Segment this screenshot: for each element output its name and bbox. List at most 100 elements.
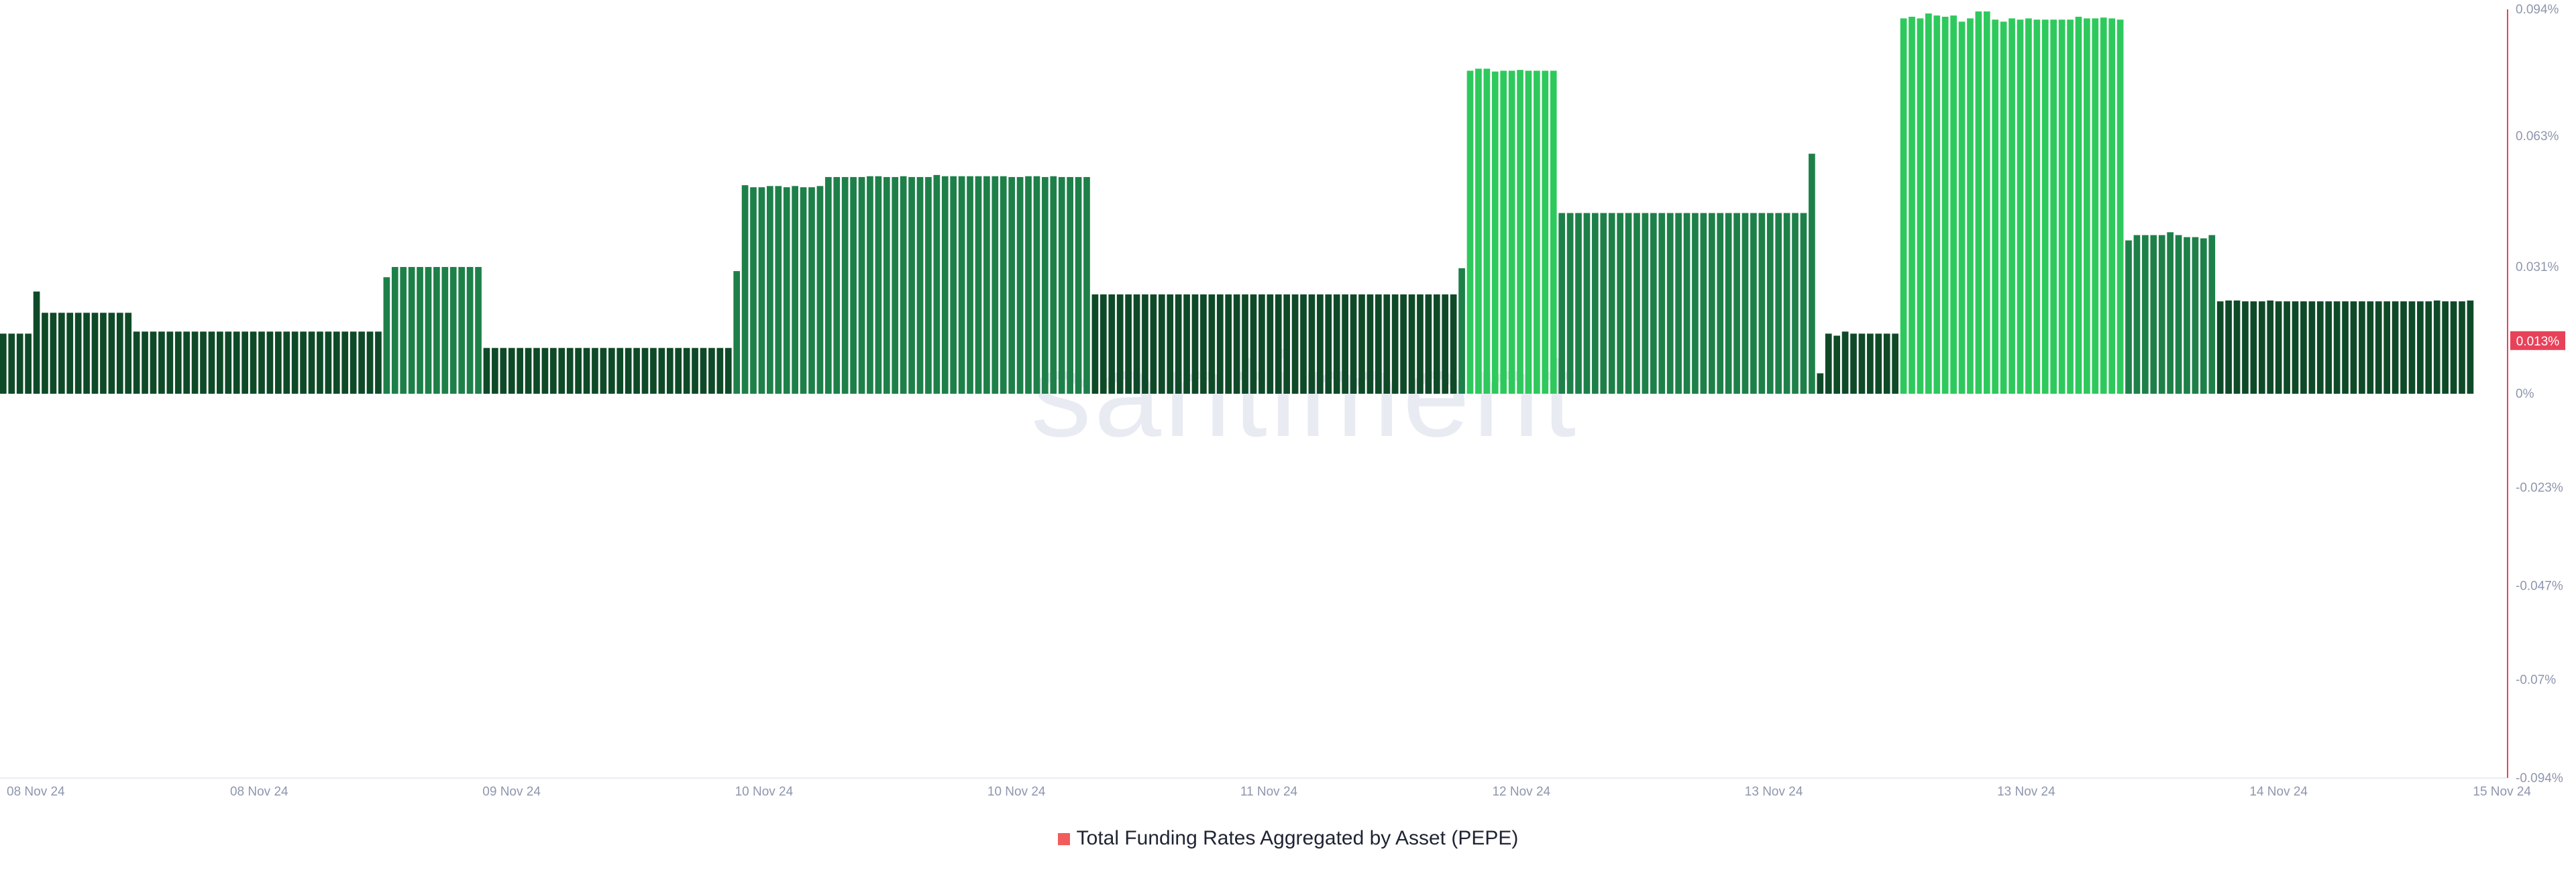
bar (2033, 19, 2041, 394)
bar (1267, 294, 1274, 394)
bar (2308, 301, 2316, 394)
x-tick-label: 08 Nov 24 (230, 785, 288, 799)
x-axis-ticks: 08 Nov 24 08 Nov 24 09 Nov 24 10 Nov 24 10 N… (7, 785, 2531, 799)
x-tick-label: 10 Nov 24 (735, 785, 794, 799)
bar (375, 331, 382, 394)
bar (1167, 294, 1174, 394)
bar (933, 174, 941, 394)
bar (1592, 213, 1599, 394)
bar (1625, 213, 1632, 394)
current-value-label: 0.013% (2516, 335, 2560, 349)
bar (317, 331, 323, 394)
bar (291, 331, 299, 394)
bar (1909, 16, 1915, 394)
bar (383, 277, 390, 394)
bar (1433, 294, 1440, 394)
bar (108, 313, 115, 394)
bar (91, 313, 99, 394)
bar (2125, 240, 2132, 394)
x-tick-label: 15 Nov 24 (2473, 785, 2531, 799)
bar (1658, 213, 1666, 394)
bar (1992, 19, 1999, 394)
bar (2216, 301, 2224, 394)
bar (2383, 301, 2391, 394)
bar (1125, 294, 1132, 394)
bar (1958, 21, 1966, 394)
bar (2433, 301, 2440, 394)
bar (2058, 19, 2065, 394)
bar (1825, 333, 1832, 394)
bar (1100, 294, 1107, 394)
bar (183, 331, 191, 394)
legend[interactable]: Total Funding Rates Aggregated by Asset … (0, 827, 2576, 850)
bar (875, 176, 882, 394)
bars-layer (0, 11, 2474, 394)
bar (1775, 213, 1782, 394)
bar (2333, 301, 2341, 394)
bar (958, 176, 965, 394)
bar (1133, 294, 1140, 394)
bar (25, 333, 32, 394)
x-tick-label: 13 Nov 24 (1997, 785, 2055, 799)
bar (1917, 18, 1924, 394)
bar (483, 347, 490, 394)
bar (1242, 294, 1248, 394)
bar (683, 347, 690, 394)
bar (1275, 294, 1282, 394)
bar (775, 186, 782, 394)
bar (1358, 294, 1365, 394)
bar (2142, 235, 2149, 394)
bar (2242, 301, 2249, 394)
bar (1083, 176, 1090, 394)
bar (1300, 294, 1307, 394)
bar (1725, 213, 1732, 394)
bar (2025, 18, 2032, 394)
bar (1466, 70, 1474, 394)
bar (2450, 301, 2457, 394)
bar (867, 176, 873, 394)
bar (2158, 235, 2165, 394)
bar (2150, 235, 2157, 394)
bar (1941, 16, 1949, 394)
bar (1000, 176, 1007, 394)
bar (2275, 301, 2282, 394)
bar (1566, 213, 1574, 394)
bar (1250, 294, 1257, 394)
bar (1325, 294, 1332, 394)
bar (1366, 294, 1374, 394)
bar (33, 291, 40, 394)
bar (1666, 213, 1674, 394)
bar (0, 333, 7, 394)
bar (258, 331, 265, 394)
bar (708, 347, 715, 394)
bar (2233, 301, 2241, 394)
bar (1750, 213, 1757, 394)
bar (1391, 294, 1399, 394)
y-axis-ticks: 0.094% 0.063% 0.031% 0% -0.023% -0.047% -0.07%… (2516, 3, 2563, 785)
bar (1417, 294, 1424, 394)
bar (1675, 213, 1682, 394)
bar (100, 313, 107, 394)
bar (1375, 294, 1382, 394)
bar (616, 347, 624, 394)
bar (1458, 268, 1465, 394)
bar (1550, 70, 1557, 394)
bar (266, 331, 274, 394)
bar (1692, 213, 1699, 394)
bar (608, 347, 615, 394)
y-tick-label: -0.023% (2516, 481, 2563, 495)
bar (1758, 213, 1766, 394)
bar (42, 313, 48, 394)
bar (200, 331, 207, 394)
bar (1116, 294, 1124, 394)
bar (1717, 213, 1724, 394)
bar (1633, 213, 1640, 394)
bar (225, 331, 232, 394)
bar (1925, 13, 1932, 394)
bar (1683, 213, 1690, 394)
bar (892, 176, 899, 394)
bar (283, 331, 290, 394)
bar (325, 331, 332, 394)
bar (2008, 18, 2015, 394)
bar (1475, 68, 1482, 394)
